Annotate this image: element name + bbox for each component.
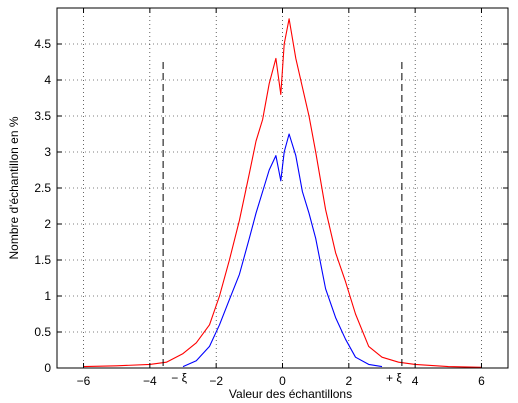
series-lines xyxy=(83,18,482,368)
y-tick-label: 4.5 xyxy=(34,37,51,51)
threshold-label: + ξ xyxy=(386,371,402,385)
y-tick-label: 3 xyxy=(44,145,51,159)
y-tick-label: 2 xyxy=(44,217,51,231)
y-axis-label: Nombre d'échantillon en % xyxy=(7,116,21,259)
threshold-lines: − ξ + ξ xyxy=(162,62,403,385)
threshold-label: − ξ xyxy=(171,371,187,385)
y-tick-label: 3.5 xyxy=(34,109,51,123)
y-tick-label: 1.5 xyxy=(34,253,51,267)
ticks: −6 −4 −2 0 2 4 6 0 0.5 1 1.5 2 2.5 3 3.5 4 4.5 xyxy=(34,8,508,388)
x-tick-label: −2 xyxy=(209,374,223,388)
x-tick-label: 2 xyxy=(345,374,352,388)
x-axis-label: Valeur des échantillons xyxy=(229,387,352,401)
y-tick-label: 0 xyxy=(44,361,51,375)
x-tick-label: 6 xyxy=(478,374,485,388)
x-tick-label: −6 xyxy=(77,374,91,388)
x-tick-label: 4 xyxy=(412,374,419,388)
x-tick-label: 0 xyxy=(279,374,286,388)
x-tick-label: −4 xyxy=(143,374,157,388)
y-tick-label: 2.5 xyxy=(34,181,51,195)
y-tick-label: 0.5 xyxy=(34,325,51,339)
series-line-2 xyxy=(182,133,383,368)
y-tick-label: 4 xyxy=(44,73,51,87)
series-line-1 xyxy=(83,18,482,368)
y-tick-label: 1 xyxy=(44,289,51,303)
